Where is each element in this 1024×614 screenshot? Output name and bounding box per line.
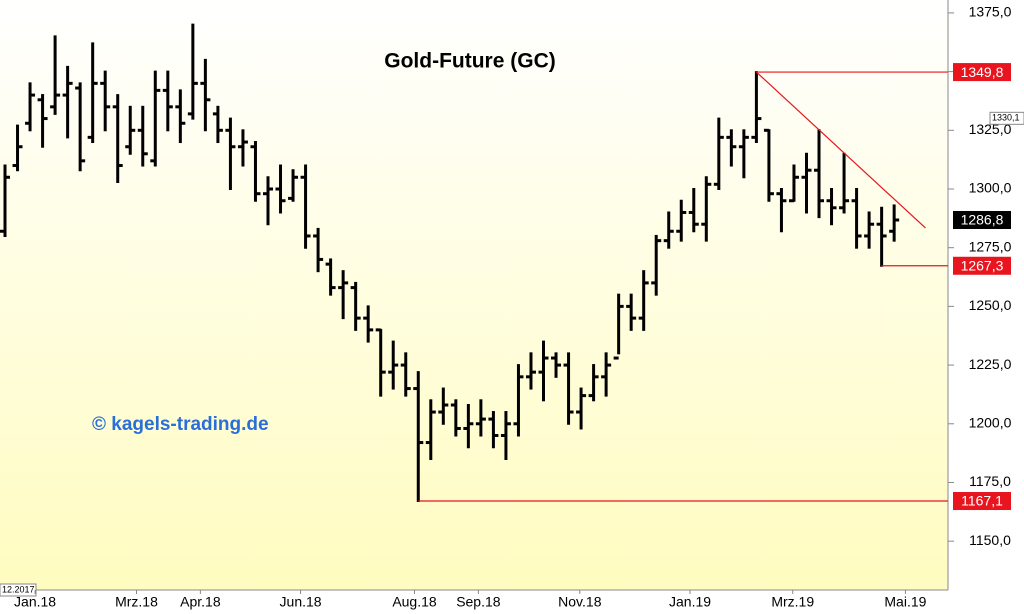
last-box bbox=[953, 210, 1011, 229]
x-tick-label: Nov.18 bbox=[558, 594, 602, 610]
y-tick-label: 1175,0 bbox=[969, 473, 1011, 489]
y-tick-label: 1300,0 bbox=[969, 180, 1012, 196]
trend-line bbox=[755, 71, 926, 229]
level-label: 1167,1 bbox=[961, 493, 1003, 509]
x-tick-label: Apr.18 bbox=[180, 594, 221, 610]
y-tick-label: 1325,0 bbox=[969, 121, 1012, 137]
level-box bbox=[953, 256, 1011, 275]
y-tick-label: 1225,0 bbox=[969, 356, 1012, 372]
level-label: 1267,3 bbox=[961, 257, 1004, 273]
level-label: 1349,8 bbox=[961, 64, 1004, 80]
x-tick-label: Mrz.19 bbox=[771, 594, 814, 610]
marker-label: 1330,1 bbox=[992, 113, 1020, 123]
x-tick-label: Sep.18 bbox=[456, 594, 501, 610]
x-tick-label: Jun.18 bbox=[280, 594, 322, 610]
level-box bbox=[953, 492, 1011, 511]
axis-background bbox=[948, 0, 1024, 614]
x-tick-label: Jan.18 bbox=[14, 594, 56, 610]
level-box bbox=[953, 63, 1011, 82]
start-box bbox=[0, 583, 37, 597]
start-label: 12.2017 bbox=[2, 584, 35, 594]
x-tick-label: Mrz.18 bbox=[115, 594, 158, 610]
x-tick-label: Jan.19 bbox=[669, 594, 711, 610]
chart-title: Gold-Future (GC) bbox=[384, 50, 555, 73]
x-tick-label: Aug.18 bbox=[392, 594, 437, 610]
plot-background bbox=[0, 0, 948, 590]
axis-background bbox=[0, 590, 948, 614]
last-label: 1286,8 bbox=[961, 212, 1004, 228]
watermark: © kagels-trading.de bbox=[92, 414, 269, 435]
x-tick-label: Mai.19 bbox=[884, 594, 926, 610]
y-tick-label: 1150,0 bbox=[969, 532, 1011, 548]
marker-box bbox=[989, 111, 1024, 125]
y-tick-label: 1275,0 bbox=[969, 238, 1012, 254]
y-tick-label: 1200,0 bbox=[969, 414, 1012, 430]
y-tick-label: 1250,0 bbox=[969, 297, 1012, 313]
y-tick-label: 1375,0 bbox=[969, 4, 1012, 20]
